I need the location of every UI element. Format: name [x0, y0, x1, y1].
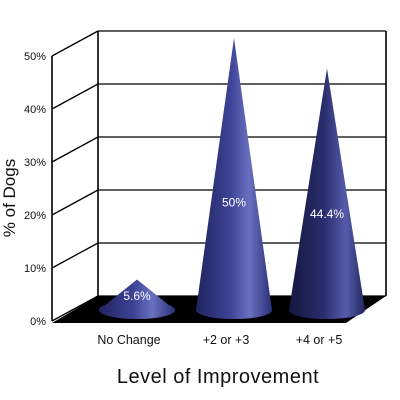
x-axis: No Change +2 or +3 +4 or +5 [97, 333, 342, 347]
gridline-depth [51, 83, 99, 110]
y-axis: 0% 10% 20% 30% 40% 50% [24, 51, 46, 328]
plot-area: 5.6% 50% 44.4% [99, 38, 365, 319]
x-tick-label: No Change [97, 333, 160, 347]
x-axis-title: Level of Improvement [117, 366, 319, 388]
x-tick-label: +4 or +5 [296, 333, 343, 347]
y-tick-label: 40% [24, 104, 46, 116]
cone-bar [196, 38, 272, 319]
data-label: 44.4% [310, 207, 344, 221]
gridline-depth [51, 242, 99, 269]
gridline-depth [51, 136, 99, 163]
y-tick-label: 50% [24, 51, 46, 63]
y-tick-label: 20% [24, 210, 46, 222]
y-tick-label: 0% [30, 316, 46, 328]
data-label: 5.6% [123, 289, 151, 303]
data-label: 50% [222, 196, 246, 210]
gridline-depth [51, 189, 99, 216]
y-tick-label: 10% [24, 263, 46, 275]
cone-bar [99, 279, 175, 319]
y-tick-label: 30% [24, 157, 46, 169]
gridline-depth [51, 295, 99, 322]
gridline-depth [51, 30, 99, 57]
y-axis-title: % of Dogs [0, 159, 19, 237]
x-tick-label: +2 or +3 [203, 333, 250, 347]
cone-bar [289, 68, 365, 319]
